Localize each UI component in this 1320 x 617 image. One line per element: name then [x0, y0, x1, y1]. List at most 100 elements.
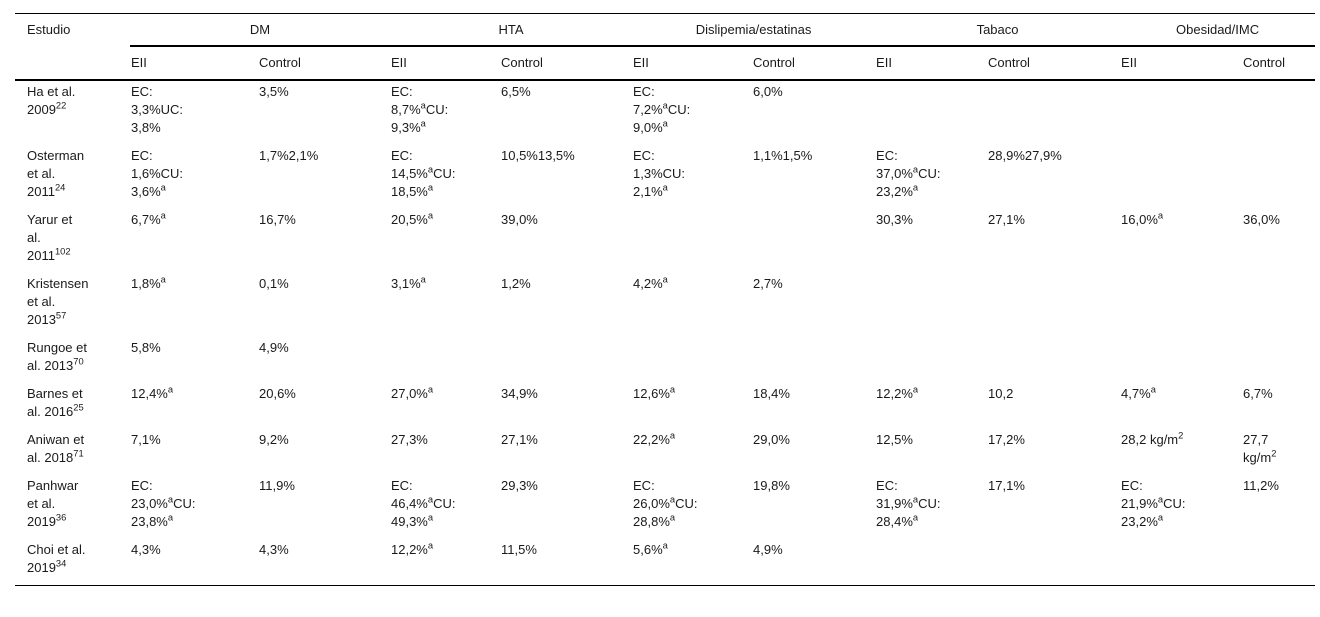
value-cell: EC: 46,4%aCU: 49,3%a [391, 478, 456, 529]
value-cell [987, 80, 1120, 145]
group-header-tabaco: Tabaco [875, 13, 1121, 47]
value-cell: 6,0% [753, 84, 783, 99]
value-cell [1242, 273, 1315, 337]
value-cell: 5,6%a [633, 540, 668, 557]
study-cell: Aniwan et al. 201871 [27, 432, 85, 465]
superscript-marker: a [427, 512, 434, 523]
value-cell [987, 539, 1120, 586]
value-cell: 11,2% [1243, 478, 1279, 493]
study-cell: Rungoe et al. 201370 [27, 340, 87, 373]
study-row: Rungoe et al. 201370 5,8% 4,9% [15, 337, 1315, 383]
subheader-eii: EII [1120, 46, 1243, 81]
table-body: Ha et al. 200922 EC: 3,3%UC: 3,8% 3,5% EC: … [15, 80, 1315, 586]
superscript-marker: a [1157, 494, 1164, 505]
value-cell: EC: 1,3%CU: 2,1%a [633, 148, 686, 199]
superscript-marker: a [420, 100, 426, 111]
superscript-marker: 2 [1178, 430, 1184, 441]
value-cell: 4,3% [259, 542, 289, 557]
study-cell: Kristensen et al. 201357 [27, 276, 89, 327]
superscript-marker: a [160, 182, 166, 193]
group-header-obesidad-imc: Obesidad/IMC [1120, 13, 1316, 47]
superscript-marker: 57 [55, 310, 67, 321]
subheader-control: Control [258, 46, 390, 81]
superscript-marker: a [912, 494, 919, 505]
value-cell: 4,7%a [1121, 384, 1156, 401]
study-row: Choi et al. 201934 4,3% 4,3% 12,2%a 11,5% 5,6… [15, 539, 1315, 586]
value-cell: 27,7 kg/m2 [1243, 432, 1277, 465]
value-cell: 2,7% [753, 276, 783, 291]
value-cell [632, 337, 752, 383]
superscript-marker: a [167, 494, 174, 505]
value-cell: 1,2% [501, 276, 531, 291]
value-cell: 27,1% [988, 212, 1025, 227]
value-cell: 16,7% [259, 212, 296, 227]
value-cell: 11,5% [501, 542, 537, 557]
value-cell: EC: 1,6%CU: 3,6%a [131, 148, 184, 199]
value-cell: 17,2% [988, 432, 1025, 447]
study-cell: Ha et al. 200922 [27, 84, 76, 117]
value-cell: 19,8% [753, 478, 790, 493]
value-cell [1120, 273, 1242, 337]
studies-comparison-table: Estudio DM HTA Dislipemia/estatinas Tabaco O… [15, 13, 1316, 586]
superscript-marker: a [167, 512, 174, 523]
value-cell: EC: 21,9%aCU: 23,2%a [1121, 478, 1186, 529]
group-header-row: Estudio DM HTA Dislipemia/estatinas Tabaco O… [15, 13, 1316, 81]
superscript-marker: 25 [73, 402, 84, 413]
superscript-marker: a [662, 100, 668, 111]
superscript-marker: a [160, 210, 166, 221]
superscript-marker: a [912, 512, 919, 523]
value-cell: 3,5% [259, 84, 289, 99]
value-cell: 6,7%a [131, 210, 166, 227]
superscript-marker: a [912, 164, 919, 175]
value-cell: 7,1% [131, 432, 161, 447]
subheader-control: Control [752, 46, 876, 81]
value-cell [632, 209, 752, 273]
value-cell: 28,9%27,9% [988, 148, 1062, 163]
superscript-marker: 70 [73, 356, 84, 367]
value-cell: 9,2% [259, 432, 289, 447]
value-cell: 11,9% [259, 478, 295, 493]
study-row: Osterman et al. 201124 EC: 1,6%CU: 3,6%a 1… [15, 145, 1315, 209]
value-cell: 20,5%a [391, 210, 434, 227]
superscript-marker: a [662, 274, 668, 285]
value-cell: 27,3% [391, 432, 428, 447]
value-cell [1242, 145, 1315, 209]
value-cell [1120, 145, 1242, 209]
superscript-marker: a [669, 430, 676, 441]
value-cell [1242, 337, 1315, 383]
study-row: Barnes et al. 201625 12,4%a 20,6% 27,0%a 34,… [15, 383, 1315, 429]
study-cell: Barnes et al. 201625 [27, 386, 84, 419]
table-header: Estudio DM HTA Dislipemia/estatinas Tabaco O… [15, 13, 1316, 81]
superscript-marker: a [669, 494, 676, 505]
value-cell [875, 337, 987, 383]
superscript-marker: a [420, 274, 426, 285]
value-cell: 10,5%13,5% [501, 148, 575, 163]
value-cell [1120, 80, 1242, 145]
subheader-eii: EII [130, 46, 258, 81]
value-cell: 12,6%a [633, 384, 676, 401]
value-cell: 3,1%a [391, 274, 426, 291]
superscript-marker: a [912, 182, 919, 193]
superscript-marker: a [912, 384, 919, 395]
superscript-marker: a [1150, 384, 1156, 395]
superscript-marker: a [427, 540, 434, 551]
study-cell: Choi et al. 201934 [27, 542, 86, 575]
superscript-marker: a [160, 274, 166, 285]
superscript-marker: a [662, 182, 668, 193]
value-cell: EC: 26,0%aCU: 28,8%a [633, 478, 698, 529]
study-row: Kristensen et al. 201357 1,8%a 0,1% 3,1%a 1,… [15, 273, 1315, 337]
value-cell: 6,7% [1243, 386, 1273, 401]
value-cell: EC: 7,2%aCU: 9,0%a [633, 84, 691, 135]
subheader-control: Control [987, 46, 1121, 81]
value-cell: 10,2 [988, 386, 1014, 401]
subheader-eii: EII [632, 46, 753, 81]
group-header-dislipemia-estatinas: Dislipemia/estatinas [632, 13, 876, 47]
superscript-marker: a [669, 512, 676, 523]
superscript-marker: a [427, 384, 434, 395]
value-cell [875, 539, 987, 586]
superscript-marker: a [427, 494, 434, 505]
superscript-marker: a [427, 210, 434, 221]
value-cell: 20,6% [259, 386, 296, 401]
value-cell [875, 80, 987, 145]
value-cell: 27,0%a [391, 384, 434, 401]
